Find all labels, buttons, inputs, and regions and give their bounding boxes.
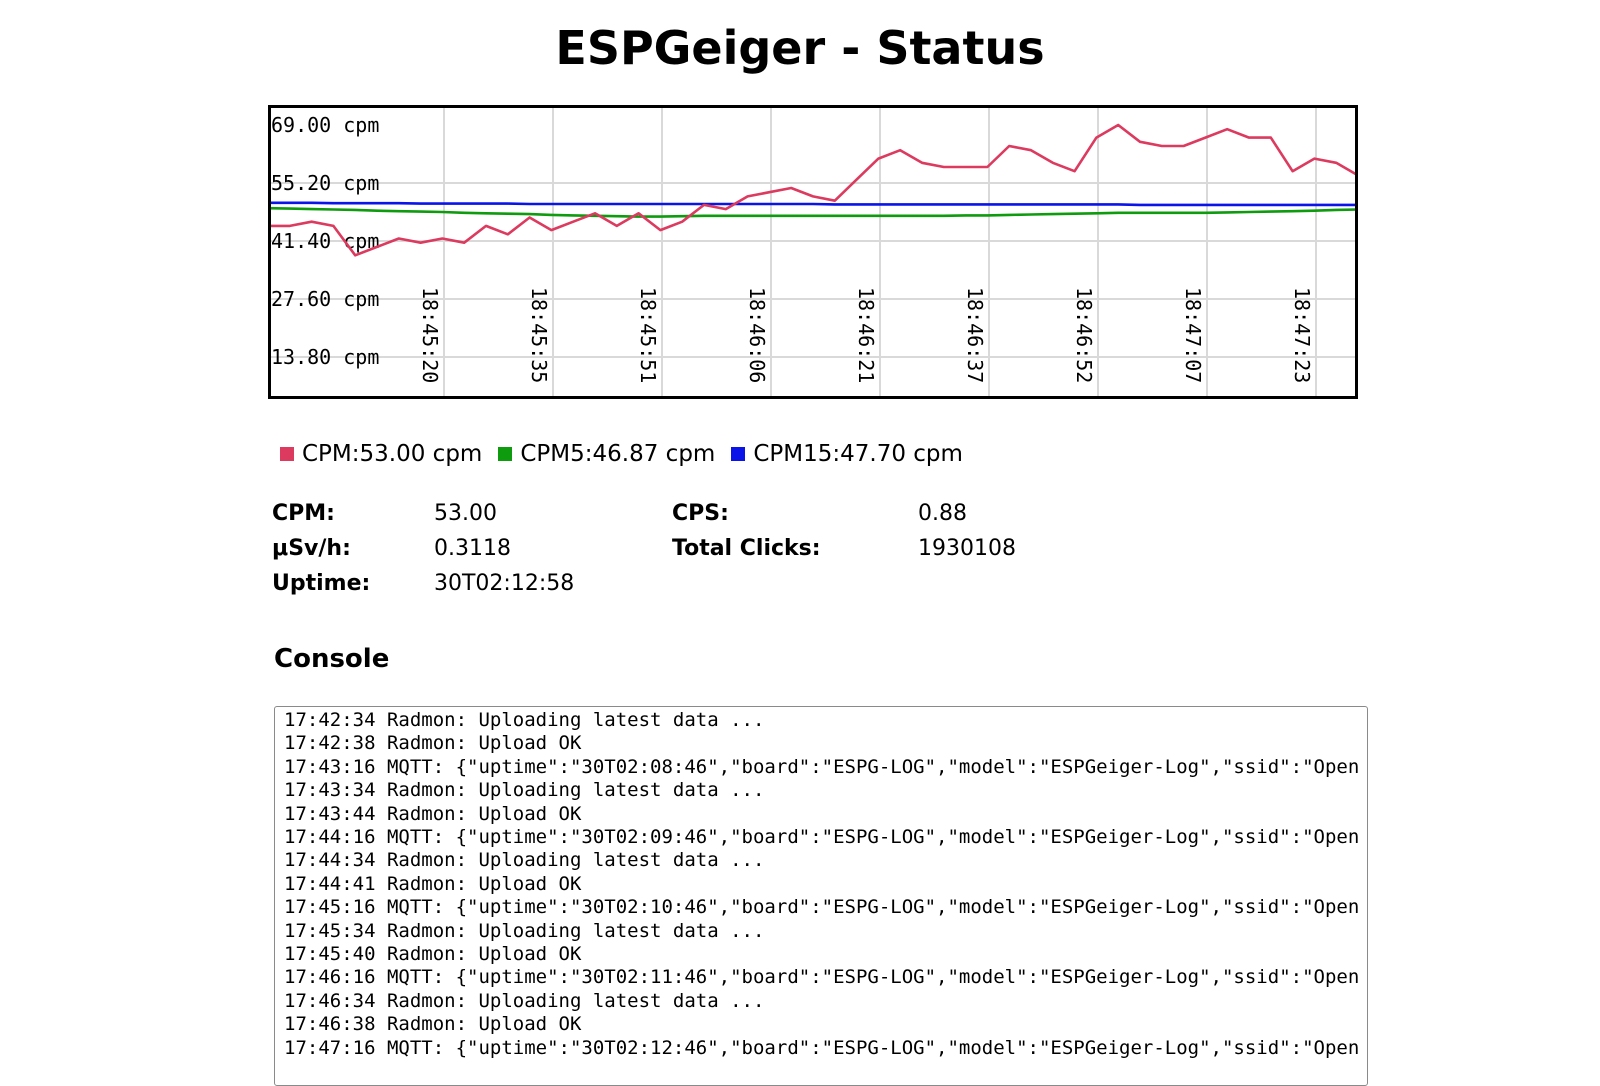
console-line: 17:47:16 MQTT: {"uptime":"30T02:12:46","… [284, 1036, 1358, 1059]
stat-uptime-label: Uptime: [272, 571, 371, 596]
console-line: 17:45:40 Radmon: Upload OK [284, 943, 582, 966]
legend-label-cpm5: CPM5 [520, 441, 592, 467]
stat-cpm-label: CPM: [272, 501, 335, 526]
console-title: Console [274, 644, 390, 674]
series-line-cpm [268, 123, 1358, 257]
console-line: 17:43:16 MQTT: {"uptime":"30T02:08:46","… [284, 755, 1358, 778]
console-line: 17:46:16 MQTT: {"uptime":"30T02:11:46","… [284, 966, 1358, 989]
legend-value-cpm15: 47.70 cpm [840, 441, 963, 467]
stat-total-clicks-value: 1930108 [918, 536, 1016, 561]
legend-label-cpm: CPM [302, 441, 360, 467]
console-line: 17:43:34 Radmon: Uploading latest data .… [284, 779, 765, 802]
y-tick-label: 55.20 cpm [271, 171, 379, 195]
console-line: 17:46:34 Radmon: Uploading latest data .… [284, 989, 765, 1012]
legend-value-cpm: 53.00 cpm [359, 441, 483, 467]
y-tick-label: 41.40 cpm [271, 229, 379, 253]
console-log[interactable]: 17:42:34 Radmon: Uploading latest data .… [274, 706, 1368, 1086]
x-tick-label: 18:46:21 [854, 287, 878, 383]
console-line: 17:42:38 Radmon: Upload OK [284, 732, 582, 755]
y-tick-label: 69.00 cpm [271, 113, 379, 137]
console-line: 17:43:44 Radmon: Upload OK [284, 802, 582, 825]
stat-cpm-value: 53.00 [434, 501, 497, 526]
legend-swatch-cpm15 [731, 447, 746, 461]
page-title: ESPGeiger - Status [555, 21, 1045, 75]
console-line: 17:44:41 Radmon: Upload OK [284, 872, 582, 895]
legend-label-cpm15: CPM15 [753, 441, 840, 467]
cpm-chart: 69.00 cpm 55.20 cpm 41.40 cpm 27.60 cpm 13.8… [268, 105, 1358, 399]
legend-swatch-cpm [280, 447, 294, 461]
x-tick-label: 18:45:35 [527, 287, 551, 383]
stat-cps-value: 0.88 [918, 501, 967, 526]
y-tick-label: 13.80 cpm [271, 345, 379, 369]
stat-usv-value: 0.3118 [434, 536, 511, 561]
console-line: 17:44:34 Radmon: Uploading latest data .… [284, 849, 765, 872]
stat-total-clicks-label: Total Clicks: [672, 536, 821, 561]
console-line: 17:45:34 Radmon: Uploading latest data .… [284, 919, 765, 942]
console-line: 17:44:16 MQTT: {"uptime":"30T02:09:46","… [284, 826, 1358, 849]
chart-legend: CPM 53.00 cpm CPM5 46.87 cpm CPM15 47.70… [280, 436, 979, 472]
stat-usv-label: μSv/h: [272, 536, 351, 561]
x-tick-label: 18:47:07 [1181, 287, 1205, 383]
legend-item-cpm15: CPM15 47.70 cpm [731, 441, 963, 467]
x-tick-label: 18:46:06 [745, 287, 769, 383]
legend-item-cpm: CPM 53.00 cpm [280, 441, 482, 467]
chart-border [268, 105, 1358, 399]
x-tick-label: 18:45:51 [636, 287, 660, 383]
console-line: 17:46:38 Radmon: Upload OK [284, 1013, 582, 1036]
x-tick-label: 18:46:37 [963, 287, 987, 383]
x-tick-label: 18:45:20 [418, 287, 442, 383]
series-line-cpm15 [268, 201, 1358, 207]
stat-cps-label: CPS: [672, 501, 729, 526]
legend-item-cpm5: CPM5 46.87 cpm [498, 441, 715, 467]
legend-swatch-cpm5 [498, 447, 513, 461]
y-tick-label: 27.60 cpm [271, 287, 379, 311]
x-tick-label: 18:47:23 [1290, 287, 1314, 383]
console-line: 17:45:16 MQTT: {"uptime":"30T02:10:46","… [284, 896, 1358, 919]
x-tick-label: 18:46:52 [1072, 287, 1096, 383]
cpm-chart-svg: 69.00 cpm 55.20 cpm 41.40 cpm 27.60 cpm 13.8… [268, 105, 1358, 399]
console-line: 17:42:34 Radmon: Uploading latest data .… [284, 709, 765, 731]
legend-value-cpm5: 46.87 cpm [592, 441, 716, 467]
stat-uptime-value: 30T02:12:58 [434, 571, 575, 596]
series-line-cpm5 [268, 206, 1358, 218]
